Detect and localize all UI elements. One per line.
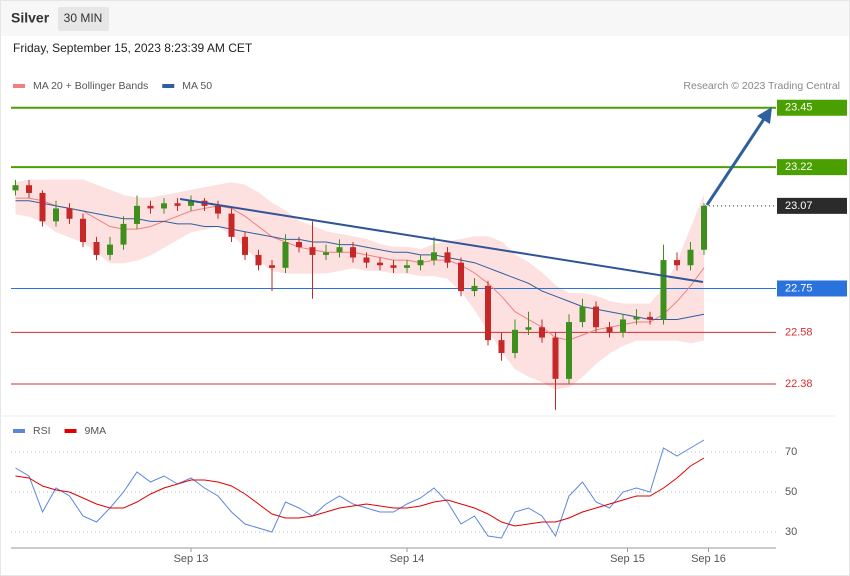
candle-body (390, 265, 397, 268)
x-tick-label: Sep 16 (691, 553, 726, 565)
timeframe-box[interactable] (58, 7, 109, 31)
candle-body (404, 265, 410, 268)
candle-body (336, 247, 343, 253)
candle-body (309, 247, 316, 255)
candle-body (282, 242, 289, 268)
legend-label: MA 50 (182, 80, 212, 92)
candle-body (39, 192, 46, 222)
moving-average (15, 200, 705, 320)
candle-body (539, 327, 545, 338)
y-tick-label: 50 (785, 486, 797, 498)
indicator-line (15, 439, 705, 539)
indicator-line (15, 457, 705, 527)
credit: Research © 2023 Trading Central (683, 80, 840, 92)
level-label-box (777, 159, 847, 176)
candle-body (593, 306, 599, 328)
candle-body (458, 262, 464, 292)
level-label-box (777, 99, 847, 116)
legend-swatch (64, 429, 77, 433)
bollinger-band-fill (15, 180, 704, 390)
annotations (179, 107, 772, 283)
legend-swatch (13, 429, 25, 433)
candle-body (147, 205, 154, 209)
candle-body (255, 254, 262, 266)
candle-body (471, 285, 478, 292)
candle-body (377, 262, 383, 266)
candle-body (687, 249, 694, 266)
candle-body (66, 208, 73, 219)
candle-body (93, 242, 100, 255)
candle-body (485, 285, 491, 341)
legend-label: MA 20 + Bollinger Bands (33, 80, 148, 92)
level-label: 23.07 (785, 200, 813, 212)
level-label-box (777, 197, 847, 214)
candle-body (120, 223, 127, 245)
candle-body (107, 244, 113, 255)
candle-body (525, 327, 532, 330)
candle-body (228, 213, 235, 237)
candle-body (431, 252, 437, 261)
candle-body (363, 257, 370, 263)
candle-body (188, 200, 194, 206)
candle-body (417, 260, 424, 266)
candle-body (566, 322, 572, 379)
moving-average (15, 197, 705, 341)
timestamp: Friday, September 15, 2023 8:23:39 AM CE… (13, 41, 253, 55)
candle-body (701, 205, 707, 250)
plot-layer: MA 20 + Bollinger Bands MA 50 23.45 23.22 23… (11, 80, 847, 565)
candle-body (174, 203, 181, 206)
level-label: 22.58 (785, 326, 813, 338)
forecast-arrow (705, 118, 766, 206)
timeframe[interactable]: 30 MIN (64, 11, 103, 25)
symbol: Silver (11, 10, 50, 26)
candle-body (80, 218, 86, 243)
top-bar (0, 0, 850, 36)
candle-body (323, 252, 329, 255)
bollinger-lower (15, 213, 705, 390)
forecast-arrow-head (757, 107, 772, 124)
candle-body (444, 252, 451, 263)
candle-body (53, 208, 59, 222)
candle-body (296, 242, 302, 248)
level-label-box (777, 280, 847, 297)
candle-body (647, 316, 653, 320)
candle-body (660, 260, 667, 320)
candle-body (161, 203, 167, 209)
level-label: 22.75 (785, 282, 813, 294)
y-tick-label: 70 (785, 446, 797, 458)
candle-body (26, 185, 32, 193)
bollinger-upper (15, 179, 705, 305)
candle-body (350, 247, 356, 258)
x-tick-label: Sep 13 (174, 553, 209, 565)
candle-body (606, 327, 613, 333)
candle-body (620, 319, 626, 333)
y-tick-label: 30 (785, 526, 797, 538)
legend-swatch (162, 84, 175, 88)
trend-line (179, 198, 704, 283)
candle-body (12, 185, 19, 191)
legend-label: RSI (33, 425, 51, 437)
x-tick-label: Sep 14 (390, 553, 425, 565)
candle-body (498, 340, 505, 354)
candle-body (215, 205, 221, 214)
x-tick-label: Sep 15 (610, 553, 645, 565)
level-label: 22.38 (785, 378, 813, 390)
candle-body (579, 306, 586, 323)
level-label: 23.22 (785, 161, 813, 173)
level-label: 23.45 (785, 102, 813, 114)
candle-body (552, 337, 559, 379)
candle-body (633, 316, 640, 320)
candle-body (269, 265, 275, 268)
candle-body (242, 236, 248, 255)
candle-body (134, 205, 140, 224)
legend-swatch (13, 84, 25, 88)
candle-body (674, 260, 680, 266)
candle-body (512, 329, 518, 354)
legend-label: 9MA (85, 425, 107, 437)
